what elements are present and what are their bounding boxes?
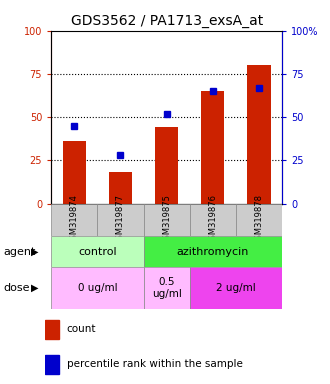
Text: ▶: ▶ — [31, 283, 39, 293]
Bar — [155, 127, 178, 204]
Text: 0 ug/ml: 0 ug/ml — [78, 283, 117, 293]
Text: count: count — [67, 324, 96, 334]
FancyBboxPatch shape — [51, 236, 144, 267]
FancyBboxPatch shape — [97, 204, 144, 236]
Bar — [109, 172, 132, 204]
Text: GSM319874: GSM319874 — [70, 194, 79, 245]
Text: 0.5
ug/ml: 0.5 ug/ml — [152, 277, 182, 299]
Text: azithromycin: azithromycin — [177, 247, 249, 257]
Text: GSM319876: GSM319876 — [208, 194, 217, 245]
Bar — [45, 355, 59, 374]
Text: ▶: ▶ — [31, 247, 39, 257]
Bar — [63, 141, 86, 204]
FancyBboxPatch shape — [51, 204, 97, 236]
FancyBboxPatch shape — [190, 267, 282, 309]
Text: GSM319878: GSM319878 — [254, 194, 264, 245]
FancyBboxPatch shape — [236, 204, 282, 236]
FancyBboxPatch shape — [144, 267, 190, 309]
Text: percentile rank within the sample: percentile rank within the sample — [67, 359, 243, 369]
Bar — [45, 320, 59, 339]
Text: 2 ug/ml: 2 ug/ml — [216, 283, 256, 293]
FancyBboxPatch shape — [190, 204, 236, 236]
FancyBboxPatch shape — [144, 204, 190, 236]
Text: control: control — [78, 247, 117, 257]
Text: agent: agent — [3, 247, 36, 257]
Text: dose: dose — [3, 283, 30, 293]
FancyBboxPatch shape — [144, 236, 282, 267]
Bar — [248, 65, 271, 204]
Text: GSM319877: GSM319877 — [116, 194, 125, 245]
FancyBboxPatch shape — [51, 267, 144, 309]
Text: GSM319875: GSM319875 — [162, 194, 171, 245]
Title: GDS3562 / PA1713_exsA_at: GDS3562 / PA1713_exsA_at — [71, 14, 263, 28]
Bar — [201, 91, 224, 204]
